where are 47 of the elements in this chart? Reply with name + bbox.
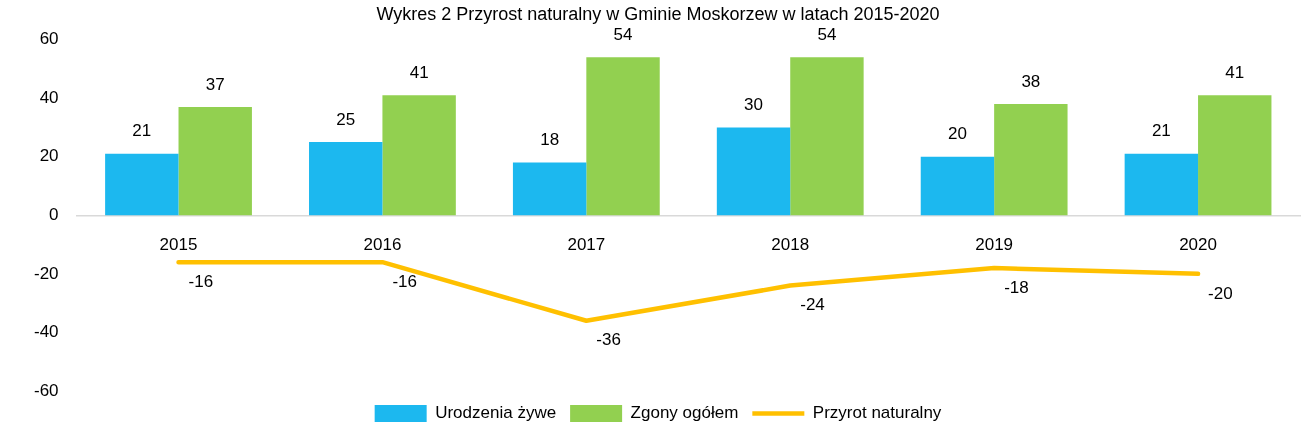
y-tick-label: -40 [33, 322, 59, 342]
bar [716, 127, 791, 216]
bar [1198, 95, 1272, 216]
data-label: 25 [336, 109, 356, 129]
bar [382, 95, 456, 216]
legend-label: Zgony ogółem [630, 403, 739, 423]
bar [586, 57, 660, 216]
data-label: 30 [744, 95, 763, 115]
data-label: 41 [1225, 62, 1245, 82]
bar [920, 156, 995, 216]
x-tick-label: 2015 [159, 235, 198, 255]
data-label: -36 [596, 330, 621, 350]
bar [1124, 153, 1199, 216]
y-tick-label: 40 [39, 87, 59, 107]
x-tick-label: 2019 [975, 235, 1014, 255]
y-tick-label: 20 [39, 146, 59, 166]
data-label: -20 [1208, 283, 1233, 303]
data-label: -18 [1004, 277, 1029, 297]
legend-label: Przyrot naturalny [812, 403, 942, 423]
data-label: 41 [409, 62, 429, 82]
data-label: -16 [188, 271, 214, 291]
x-tick-label: 2018 [771, 235, 810, 255]
data-label: 21 [1151, 121, 1171, 141]
data-label: 18 [540, 130, 560, 150]
data-label: -16 [392, 271, 418, 291]
chart-title: Wykres 2 Przyrost naturalny w Gminie Moskorzew w latach 2015-2020 [376, 3, 940, 24]
data-label: 20 [947, 124, 967, 144]
bar [790, 57, 864, 216]
bar [178, 106, 252, 216]
bar [105, 153, 179, 216]
y-tick-label: 0 [49, 204, 59, 224]
y-tick-label: -60 [33, 380, 59, 400]
y-tick-label: -20 [33, 263, 59, 283]
x-tick-label: 2020 [1179, 235, 1217, 255]
data-label: 37 [205, 74, 225, 94]
x-tick-label: 2016 [363, 235, 402, 255]
bar [512, 162, 587, 216]
data-label: 54 [613, 24, 633, 44]
x-tick-label: 2017 [567, 235, 606, 255]
data-label: 21 [132, 121, 152, 141]
legend-label: Urodzenia żywe [435, 403, 557, 423]
data-label: 54 [817, 24, 837, 44]
bar [309, 142, 383, 216]
data-label: 38 [1021, 71, 1041, 91]
data-label: -24 [800, 295, 825, 315]
bar [994, 104, 1068, 216]
y-tick-label: 60 [39, 29, 59, 49]
